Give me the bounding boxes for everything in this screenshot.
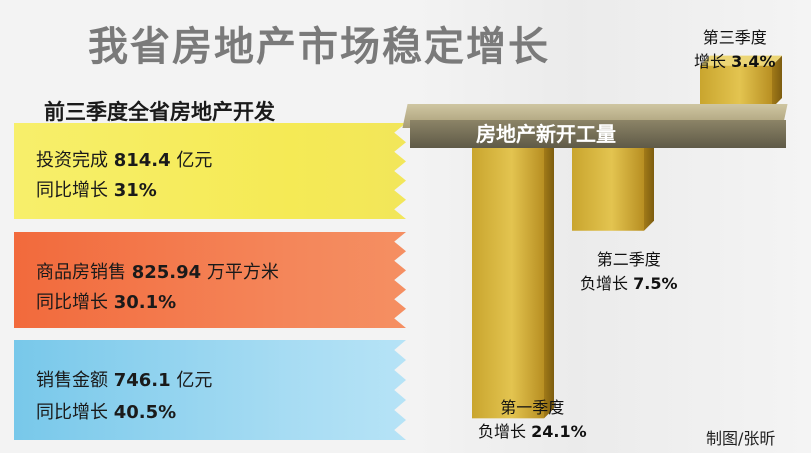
stat-growth-sales-amount: 同比增长 40.5%: [36, 398, 176, 424]
bar-side-1: [544, 136, 554, 419]
stat-line-sales-area: 商品房销售 825.94 万平方米: [36, 258, 279, 284]
bar-label-q1: 第一季度 负增长 24.1%: [478, 394, 587, 442]
main-title: 我省房地产市场稳定增长: [88, 24, 550, 70]
bar-front-1: [472, 146, 544, 419]
bar-label-growth: 负增长 24.1%: [478, 422, 587, 441]
growth-value: 40.5%: [113, 402, 177, 423]
bar-front-2: [572, 146, 644, 231]
growth-value: 30.1%: [113, 292, 177, 313]
bar-label-q2: 第二季度 负增长 7.5%: [580, 246, 677, 294]
bar-top-3: [700, 55, 782, 66]
chart-title: 房地产新开工量: [476, 122, 616, 146]
stat-label: 商品房销售: [36, 262, 126, 283]
bar-front-3: [700, 65, 772, 108]
bar-label-category: 第一季度: [500, 398, 565, 417]
bar-side-2: [644, 136, 654, 231]
stat-value: 746.1: [113, 370, 171, 391]
stat-unit: 万平方米: [206, 262, 279, 283]
stat-band-sales-amount: [14, 340, 406, 440]
credit-line: 制图/张昕: [706, 429, 776, 448]
bar-1: [472, 136, 554, 419]
bar-side-3: [772, 55, 782, 108]
stat-value: 825.94: [131, 262, 202, 283]
stat-growth-sales-area: 同比增长 30.1%: [36, 288, 176, 314]
bar-3: [700, 55, 782, 108]
bar-label-category: 第二季度: [596, 250, 661, 269]
bar-2: [572, 136, 654, 231]
bar-label-category: 第三季度: [702, 28, 767, 47]
bar-label-growth: 增长 3.4%: [694, 52, 776, 71]
stat-unit: 亿元: [176, 370, 213, 391]
stat-label: 投资完成: [36, 150, 108, 171]
growth-label: 同比增长: [36, 402, 108, 423]
stat-line-sales-amount: 销售金额 746.1 亿元: [36, 366, 212, 392]
bar-label-q3: 第三季度 增长 3.4%: [694, 24, 775, 72]
stat-value: 814.4: [113, 150, 171, 171]
growth-label: 同比增长: [36, 180, 108, 201]
growth-value: 31%: [113, 180, 157, 201]
stat-line-investment: 投资完成 814.4 亿元: [36, 146, 212, 172]
growth-label: 同比增长: [36, 292, 108, 313]
subtitle: 前三季度全省房地产开发: [44, 100, 275, 124]
stat-label: 销售金额: [36, 370, 108, 391]
stat-unit: 亿元: [176, 150, 213, 171]
stat-growth-investment: 同比增长 31%: [36, 176, 157, 202]
stat-band-sales-area: [14, 232, 406, 328]
stat-band-investment: [14, 123, 406, 219]
bar-label-growth: 负增长 7.5%: [580, 274, 678, 293]
baseline-shelf: [410, 120, 786, 148]
